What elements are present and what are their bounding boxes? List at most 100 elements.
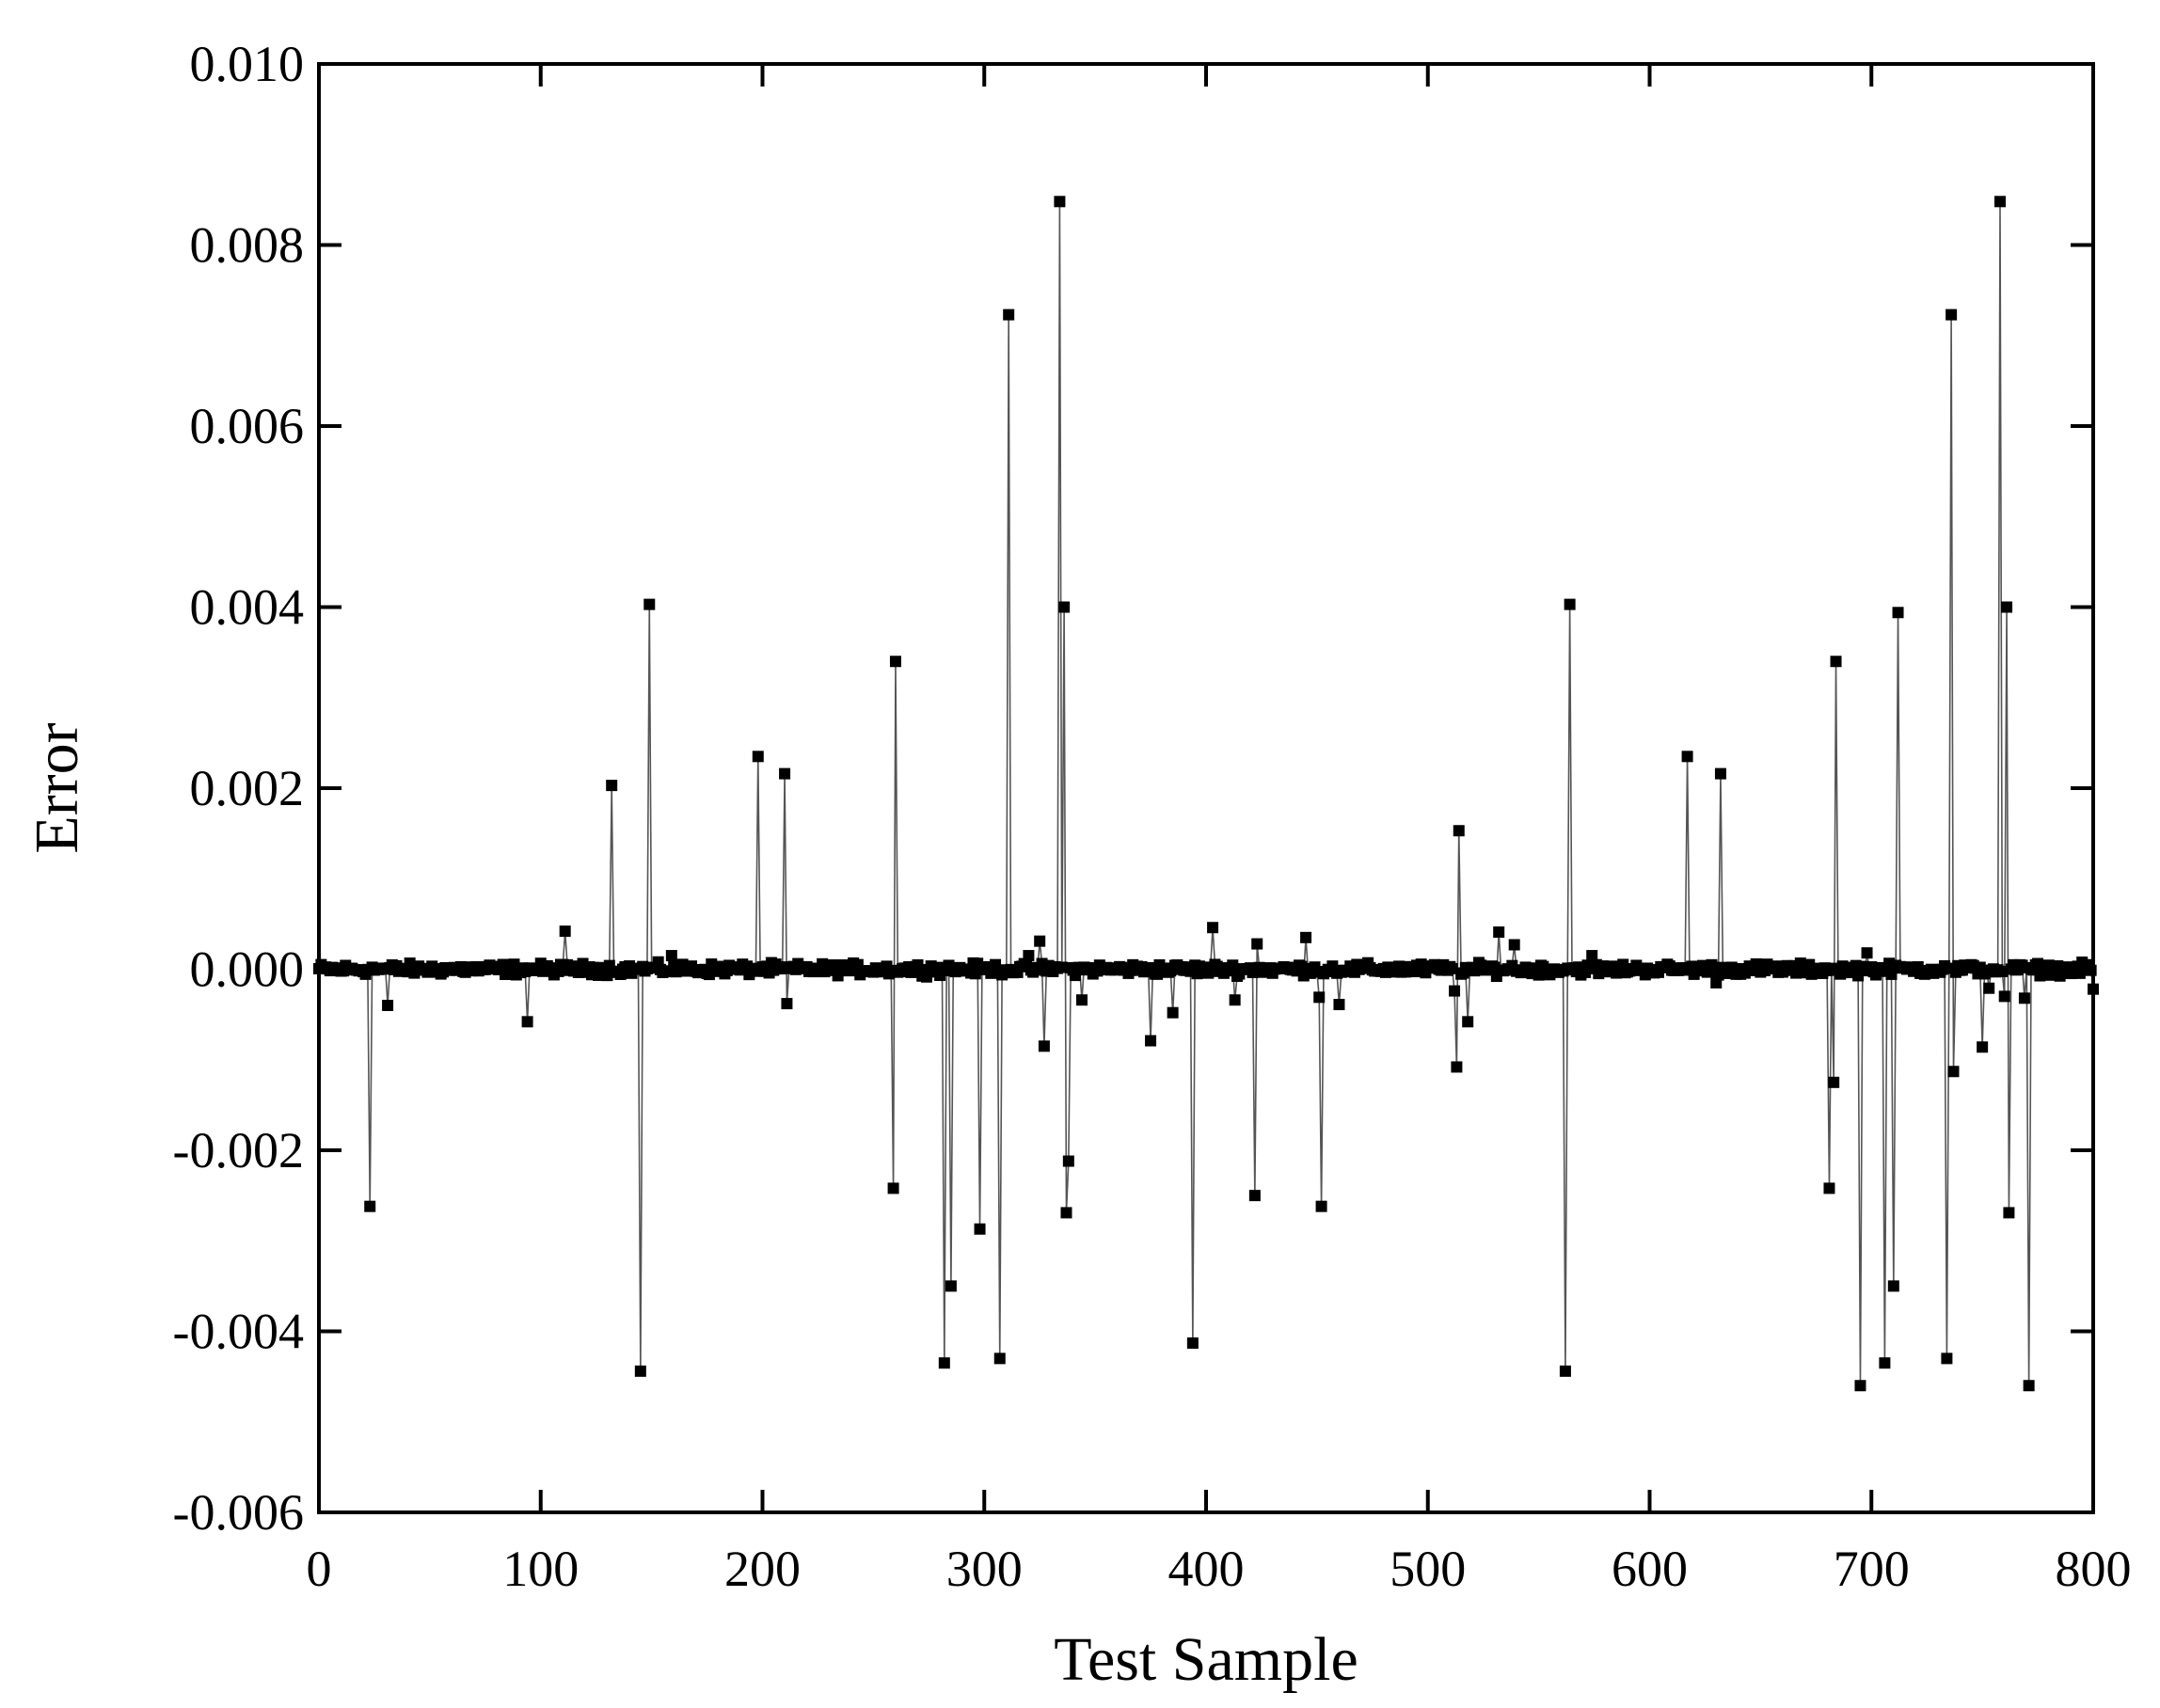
x-tick-label: 100 xyxy=(502,1541,579,1597)
data-point xyxy=(993,1352,1006,1365)
data-point xyxy=(577,957,589,970)
data-point xyxy=(382,1000,394,1011)
data-point xyxy=(2023,1380,2035,1392)
data-point xyxy=(1023,950,1035,962)
data-point xyxy=(665,950,677,962)
data-point xyxy=(1892,607,1904,619)
x-tick-label: 700 xyxy=(1834,1541,1910,1597)
data-point xyxy=(851,958,864,971)
data-point xyxy=(1559,1365,1571,1377)
data-point xyxy=(1462,1016,1474,1028)
data-point xyxy=(1564,598,1576,610)
data-point xyxy=(1707,961,1720,973)
x-tick-label: 0 xyxy=(307,1541,332,1597)
x-tick-label: 800 xyxy=(2056,1541,2132,1597)
data-point xyxy=(1058,601,1071,613)
data-point xyxy=(1186,1337,1199,1350)
y-tick-label: 0.002 xyxy=(190,760,305,816)
data-point xyxy=(508,958,520,971)
data-point xyxy=(1315,1200,1327,1212)
data-point xyxy=(1885,968,1898,980)
data-point xyxy=(1056,961,1068,973)
x-tick-label: 200 xyxy=(724,1541,801,1597)
data-point xyxy=(1941,1352,1953,1365)
data-point xyxy=(2018,992,2030,1004)
data-point xyxy=(1251,938,1263,950)
data-point xyxy=(364,1200,376,1212)
data-point xyxy=(1993,196,2006,208)
x-tick-label: 500 xyxy=(1390,1541,1466,1597)
data-point xyxy=(887,1182,899,1194)
y-tick-label: 0.006 xyxy=(190,398,305,454)
data-point xyxy=(1060,1207,1072,1219)
y-tick-label: 0.004 xyxy=(190,579,305,636)
data-point xyxy=(643,598,656,610)
data-point xyxy=(1830,656,1842,668)
data-point xyxy=(781,998,793,1010)
data-point xyxy=(1075,994,1088,1006)
data-point xyxy=(1887,1280,1899,1292)
data-point xyxy=(1034,935,1046,947)
y-tick-label: 0.010 xyxy=(190,36,305,92)
data-point xyxy=(1446,962,1458,974)
data-point xyxy=(1207,922,1219,934)
data-point xyxy=(2003,1207,2015,1219)
data-point xyxy=(1586,950,1598,962)
data-point xyxy=(606,780,618,792)
data-point xyxy=(1493,926,1505,939)
data-point xyxy=(1145,1035,1157,1047)
data-point xyxy=(1449,985,1461,997)
data-point xyxy=(1714,767,1726,780)
y-tick-label: -0.004 xyxy=(173,1304,304,1360)
data-point xyxy=(634,1365,646,1377)
data-point xyxy=(559,925,571,938)
data-point xyxy=(521,1016,533,1028)
data-point xyxy=(1333,999,1345,1011)
y-tick-label: -0.006 xyxy=(173,1484,304,1541)
data-point xyxy=(1879,1357,1891,1369)
data-point xyxy=(1038,1040,1050,1052)
x-axis-label: Test Sample xyxy=(1054,1625,1358,1694)
data-point xyxy=(1227,959,1239,972)
data-point xyxy=(1451,1061,1463,1073)
data-point xyxy=(1453,825,1465,837)
data-point xyxy=(1977,1041,1989,1053)
data-point xyxy=(1823,1182,1835,1194)
x-tick-label: 400 xyxy=(1168,1541,1245,1597)
x-tick-label: 600 xyxy=(1612,1541,1688,1597)
data-point xyxy=(1947,1066,1960,1078)
data-point xyxy=(1854,1380,1866,1392)
data-point xyxy=(2001,601,2013,613)
data-point xyxy=(1003,308,1015,321)
data-point xyxy=(1506,959,1518,972)
plot-frame xyxy=(317,62,2095,1514)
data-point xyxy=(752,751,764,763)
data-point xyxy=(1313,991,1326,1004)
data-point xyxy=(1508,939,1520,951)
y-tick-label: 0.000 xyxy=(190,941,305,998)
data-point xyxy=(1167,1006,1179,1019)
series-layer xyxy=(318,201,2094,1386)
data-point xyxy=(1983,982,1995,994)
data-point xyxy=(990,958,1002,971)
y-axis-label: Error xyxy=(23,722,91,853)
data-point xyxy=(1861,947,1873,959)
data-point xyxy=(1300,931,1312,943)
x-axis-ticks: 0 100 200 300 400 500 600 700 800 xyxy=(307,64,2132,1597)
data-point xyxy=(938,1357,950,1369)
y-tick-label: -0.002 xyxy=(173,1122,304,1178)
y-tick-label: 0.008 xyxy=(190,217,305,274)
data-point xyxy=(779,767,791,780)
error-series-line xyxy=(318,201,2094,1386)
data-point xyxy=(1828,1076,1840,1088)
marker-layer xyxy=(313,196,2099,1392)
data-point xyxy=(1998,990,2010,1003)
data-point xyxy=(1681,751,1693,763)
data-point xyxy=(1054,196,1066,208)
data-point xyxy=(945,1280,957,1292)
data-point xyxy=(1617,958,1629,971)
data-point xyxy=(1062,1155,1074,1167)
data-point xyxy=(1996,965,2009,977)
y-axis-ticks: -0.006 -0.004 -0.002 0.000 0.002 0.004 0.006 0.… xyxy=(173,36,2093,1541)
